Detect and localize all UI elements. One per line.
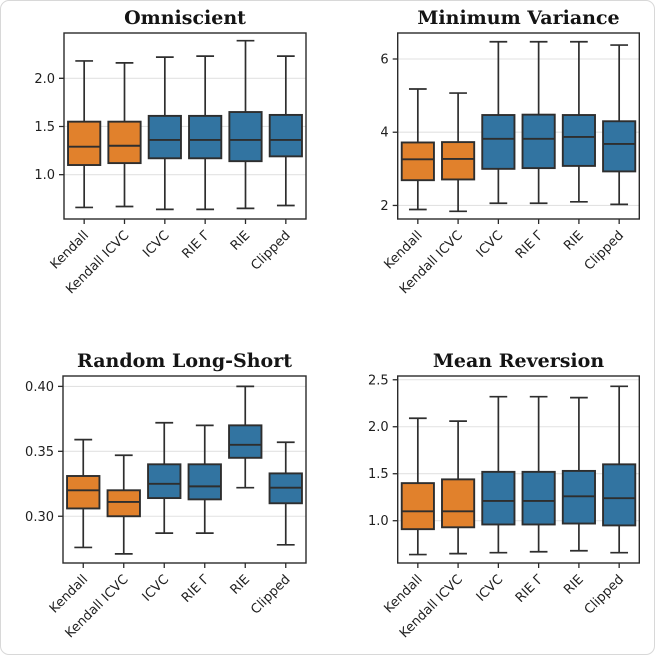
iqr-box: [441, 141, 476, 181]
iqr-box: [67, 120, 102, 166]
box-kendall-icvc: [106, 454, 141, 555]
iqr-box: [561, 114, 596, 167]
y-tick-label: 4: [380, 126, 388, 141]
x-tick-label: RIE: [561, 572, 587, 598]
subplot-title-mean-reversion: Mean Reversion: [433, 350, 604, 372]
iqr-box: [602, 120, 637, 173]
iqr-box: [481, 114, 516, 170]
box-rie: [561, 40, 596, 203]
y-tick-label: 0.35: [25, 445, 54, 460]
axes-frame: [62, 375, 307, 564]
iqr-box: [188, 114, 223, 160]
iqr-box: [107, 120, 142, 165]
x-tick-label: RIE Γ: [513, 228, 547, 262]
iqr-box: [228, 424, 263, 459]
iqr-box: [147, 463, 182, 500]
x-tick-label: RIE: [228, 228, 254, 254]
box-rie: [228, 385, 263, 489]
box-kendall-icvc: [107, 62, 142, 208]
iqr-box: [106, 489, 141, 518]
subplot-title-random-long-short: Random Long-Short: [77, 350, 292, 372]
y-tick-label: 2.5: [368, 373, 389, 388]
box-rie: [561, 396, 596, 552]
x-tick-label: RIE: [561, 228, 587, 254]
iqr-box: [602, 463, 637, 527]
x-tick-label: Clipped: [248, 572, 293, 617]
x-tick-label: ICVC: [474, 228, 506, 260]
box-icvc: [147, 421, 182, 534]
y-tick-label: 2: [380, 199, 388, 214]
y-tick-label: 0.40: [25, 380, 54, 395]
iqr-box: [268, 113, 303, 158]
box-icvc: [147, 56, 182, 211]
box-rie: [521, 395, 556, 553]
box-rie: [521, 40, 556, 205]
y-tick-label: 1.5: [34, 120, 55, 135]
x-tick-label: ICVC: [474, 572, 506, 604]
iqr-box: [441, 478, 476, 529]
box-icvc: [481, 40, 516, 205]
iqr-box: [521, 470, 556, 526]
y-tick-label: 2.0: [34, 72, 55, 87]
box-kendall: [400, 88, 435, 211]
y-tick-label: 6: [380, 52, 388, 67]
y-tick-label: 2.0: [368, 420, 389, 435]
iqr-box: [521, 113, 556, 170]
box-clipped: [268, 55, 303, 207]
box-icvc: [481, 395, 516, 554]
iqr-box: [481, 470, 516, 526]
x-tick-label: Clipped: [582, 228, 627, 273]
x-tick-label: Clipped: [582, 572, 627, 617]
axes-frame: [397, 32, 641, 220]
y-tick-label: 1.0: [368, 514, 389, 529]
subplot-title-omniscient: Omniscient: [124, 7, 246, 29]
box-rie: [188, 55, 223, 211]
box-clipped: [602, 44, 637, 206]
box-kendall: [400, 417, 435, 556]
x-tick-label: RIE: [228, 572, 254, 598]
box-clipped: [602, 385, 637, 554]
y-tick-label: 1.5: [368, 467, 389, 482]
box-kendall-icvc: [441, 420, 476, 555]
iqr-box: [66, 475, 101, 510]
iqr-box: [147, 114, 182, 160]
x-tick-label: RIE Γ: [513, 572, 547, 606]
y-tick-label: 1.0: [34, 168, 55, 183]
x-tick-label: ICVC: [140, 572, 172, 604]
x-tick-label: RIE Γ: [179, 572, 213, 606]
box-rie: [187, 424, 222, 534]
y-tick-label: 0.30: [25, 510, 54, 525]
box-clipped: [268, 441, 303, 546]
iqr-box: [400, 482, 435, 531]
axes-frame: [397, 375, 641, 564]
iqr-box: [187, 463, 222, 501]
x-tick-label: ICVC: [140, 228, 172, 260]
box-rie: [228, 39, 263, 210]
box-kendall: [67, 60, 102, 209]
iqr-box: [400, 141, 435, 182]
x-tick-label: RIE Γ: [179, 228, 213, 262]
iqr-box: [228, 111, 263, 163]
subplot-title-minimum-variance: Minimum Variance: [417, 7, 619, 29]
box-kendall: [66, 438, 101, 549]
box-kendall-icvc: [441, 92, 476, 213]
x-tick-label: Clipped: [248, 228, 293, 273]
